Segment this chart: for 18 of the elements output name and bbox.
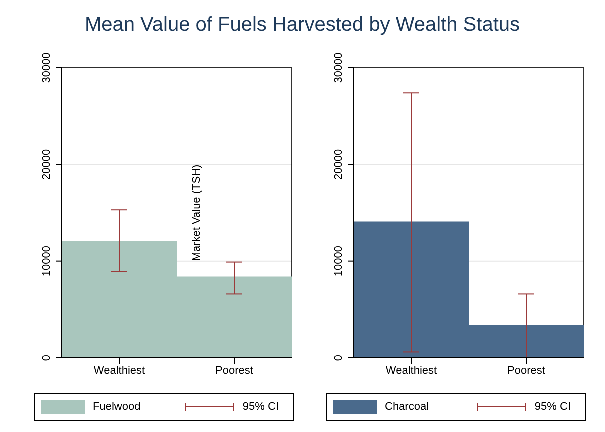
chart-title: Mean Value of Fuels Harvested by Wealth Status — [84, 14, 522, 37]
legend-label: Fuelwood — [93, 401, 142, 413]
y-tick-label: 20000 — [333, 149, 345, 180]
x-tick-label: Wealthiest — [386, 364, 438, 377]
annotation: Market Value (TSH) — [191, 164, 203, 262]
text: 95% CI — [242, 401, 279, 413]
y-tick-label: 0 — [41, 354, 53, 362]
x-tick-label: Poorest — [508, 364, 546, 377]
legend-label: Charcoal — [385, 401, 430, 413]
x-tick-label: Poorest — [216, 364, 254, 377]
x-tick-label: Wealthiest — [94, 364, 146, 377]
y-tick-label: 30000 — [41, 52, 53, 84]
y-tick-label: 10000 — [333, 246, 345, 277]
text: 95% CI — [534, 401, 571, 413]
y-tick-label: 30000 — [333, 52, 345, 84]
y-tick-label: 0 — [333, 354, 345, 362]
y-tick-label: 20000 — [41, 149, 53, 180]
y-tick-label: 10000 — [41, 246, 53, 277]
